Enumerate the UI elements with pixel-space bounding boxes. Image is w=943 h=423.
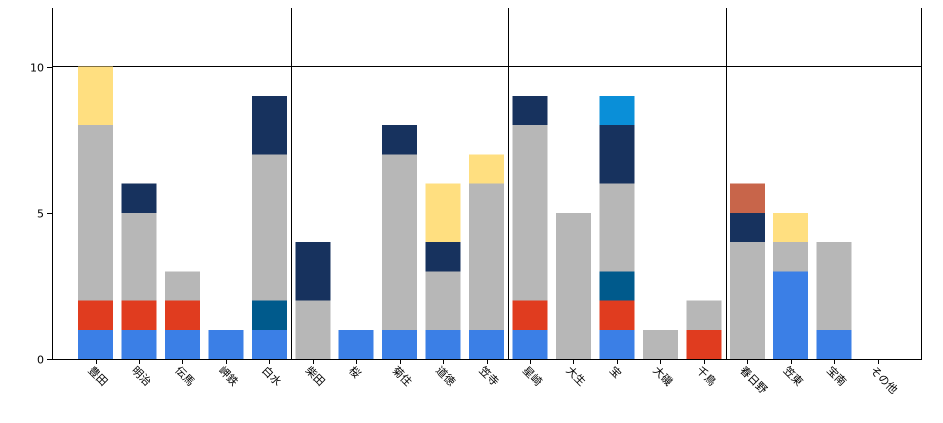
x-tick-label: その他 <box>867 364 900 397</box>
x-tick-label: 千鳥 <box>694 363 719 388</box>
bar-segment <box>773 212 809 242</box>
x-tick-label: 岬鉄 <box>216 363 241 388</box>
bar-segment <box>469 183 505 330</box>
bar-segment <box>729 212 765 242</box>
bar-segment <box>469 329 505 359</box>
bar-segment <box>425 271 461 330</box>
bar-segment <box>78 300 113 330</box>
bar-segment <box>512 125 548 301</box>
grid-layer <box>52 8 922 359</box>
x-tick-label: 笠寺 <box>476 363 501 388</box>
bar-segment <box>469 154 505 184</box>
bar-segment <box>164 329 200 359</box>
x-tick-label: 明治 <box>129 363 154 388</box>
bar-segment <box>251 300 287 330</box>
bar-segment <box>382 154 418 330</box>
bar-segment <box>599 95 635 125</box>
x-tick-label: 大生 <box>563 363 588 388</box>
bar-segment <box>251 95 287 155</box>
bar-segment <box>729 242 765 359</box>
bar-segment <box>295 300 331 359</box>
bar-segment <box>512 95 548 125</box>
bar-segment <box>78 329 113 359</box>
x-tick-label: 菊住 <box>390 363 415 388</box>
bar-segment <box>295 242 331 301</box>
x-tick-label: 豊田 <box>85 364 110 389</box>
x-tick-label: 道徳 <box>433 363 458 388</box>
x-tick-label: 伝馬 <box>172 364 197 389</box>
bar-segment <box>686 300 722 330</box>
y-tick-label: 0 <box>37 354 44 367</box>
bar-segment <box>555 212 591 359</box>
x-tick-label: 大磯 <box>650 363 675 388</box>
x-tick-label: 宝 <box>607 363 625 381</box>
bar-segment <box>425 183 461 242</box>
bar-segment <box>121 300 157 330</box>
bar-segment <box>382 125 418 155</box>
bar-segment <box>121 212 157 301</box>
bar-segment <box>164 300 200 330</box>
bar-segment <box>773 271 809 359</box>
bar-segment <box>338 329 374 359</box>
bar-segment <box>425 242 461 272</box>
bar-segment <box>121 183 157 213</box>
bar-segment <box>686 329 722 359</box>
bar-segment <box>425 329 461 359</box>
bar-segment <box>78 125 113 301</box>
x-tick-label: 星崎 <box>520 363 545 388</box>
bars-layer <box>78 66 852 359</box>
x-tick-label: 柴田 <box>303 363 328 388</box>
bar-segment <box>251 154 287 301</box>
bar-segment <box>729 183 765 213</box>
y-tick-label: 5 <box>37 208 44 221</box>
bar-segment <box>512 300 548 330</box>
bar-segment <box>512 329 548 359</box>
bar-segment <box>599 271 635 301</box>
x-tick-label: 春日野 <box>737 364 770 397</box>
x-tick-label: 笠東 <box>781 363 806 388</box>
bar-segment <box>599 125 635 184</box>
bar-segment <box>382 329 418 359</box>
bar-segment <box>816 242 852 330</box>
bar-segment <box>599 329 635 359</box>
bar-segment <box>773 242 809 272</box>
y-tick-label: 10 <box>30 62 44 75</box>
bar-segment <box>164 271 200 301</box>
bar-segment <box>208 329 244 359</box>
bar-segment <box>78 66 113 125</box>
x-tick-label: 宝南 <box>824 363 849 388</box>
x-tick-label: 白水 <box>259 363 284 388</box>
bar-segment <box>816 329 852 359</box>
bar-segment <box>599 183 635 272</box>
x-tick-label: 桜 <box>346 363 364 381</box>
bar-segment <box>642 329 678 359</box>
bar-segment <box>599 300 635 330</box>
bar-segment <box>121 329 157 359</box>
bar-segment <box>251 329 287 359</box>
